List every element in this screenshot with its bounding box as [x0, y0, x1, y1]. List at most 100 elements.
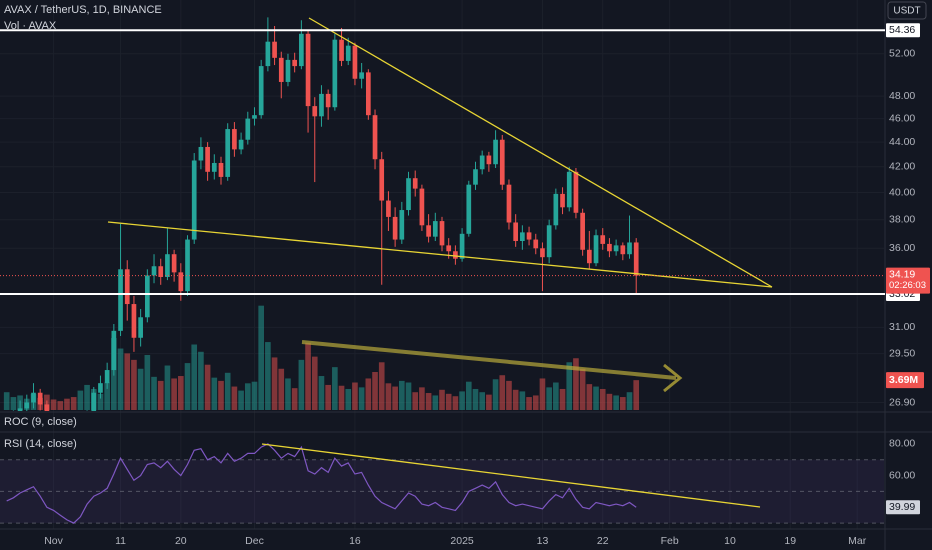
volume-bar	[553, 382, 559, 410]
candle-body	[305, 33, 311, 107]
volume-bar	[198, 351, 204, 410]
candle-body	[332, 39, 338, 108]
y-tick-label: 38.00	[889, 213, 915, 225]
candle-body	[238, 139, 244, 150]
candle-body	[171, 254, 177, 273]
rsi-layer	[0, 443, 884, 524]
candle-body	[185, 239, 190, 292]
currency-button[interactable]	[887, 1, 927, 20]
candle-body	[560, 193, 565, 208]
volume-bar	[305, 342, 311, 410]
candle-body	[479, 155, 485, 170]
candle-layer	[12, 17, 639, 411]
volume-bar	[459, 391, 465, 410]
volume-bar	[144, 355, 151, 410]
volume-bar	[365, 378, 372, 410]
candle-body	[118, 269, 123, 331]
volume-bar	[338, 385, 345, 410]
volume-bar	[291, 388, 298, 410]
volume-bar	[64, 398, 70, 410]
x-tick-label: 10	[724, 535, 736, 547]
volume-bar	[311, 356, 318, 410]
candle-body	[299, 33, 304, 67]
volume-bar	[151, 376, 157, 410]
candle-body	[446, 245, 452, 252]
candle-body	[265, 41, 271, 67]
candle-body	[37, 392, 43, 405]
candle-body	[17, 408, 23, 411]
candle-body	[138, 317, 143, 338]
volume-bar	[97, 393, 104, 410]
volume-bar	[184, 363, 191, 410]
rsi-trendline[interactable]	[261, 443, 761, 508]
volume-bar	[124, 353, 131, 410]
candle-body	[486, 155, 492, 165]
trendline[interactable]	[308, 17, 773, 288]
volume-bar	[3, 392, 10, 410]
volume-arrow[interactable]	[301, 340, 677, 380]
currency-label[interactable]: USDT	[893, 6, 920, 17]
last-price-label: 34.19	[889, 268, 915, 280]
volume-bar	[519, 391, 526, 410]
volume-bar	[191, 344, 198, 410]
countdown-label: 02:26:03	[889, 280, 926, 291]
volume-bar	[566, 362, 573, 410]
y-tick-label: 42.00	[889, 161, 915, 173]
candle-body	[412, 178, 418, 189]
volume-bar	[204, 364, 211, 410]
candle-body	[198, 146, 204, 161]
volume-bar	[271, 357, 278, 410]
candle-body	[453, 251, 458, 259]
candle-body	[506, 184, 512, 223]
volume-bar	[117, 348, 124, 410]
candle-body	[24, 402, 30, 409]
volume-bar	[131, 359, 137, 410]
candle-body	[165, 254, 170, 277]
volume-bar	[10, 397, 17, 410]
candle-body	[372, 115, 378, 160]
x-tick-label: 2025	[450, 535, 474, 547]
volume-bar	[285, 378, 291, 410]
volume-bar	[512, 389, 519, 410]
volume-bar	[385, 383, 392, 410]
candle-body	[553, 193, 559, 226]
candle-body	[131, 304, 137, 338]
volume-bar	[452, 396, 459, 410]
candle-body	[191, 160, 197, 240]
rsi-line	[6, 443, 637, 524]
volume-bar	[104, 382, 110, 410]
volume-bar	[358, 387, 365, 410]
y-tick-label: 29.50	[889, 347, 915, 359]
candle-body	[339, 39, 344, 61]
candle-body	[205, 146, 210, 172]
volume-legend: Vol · AVAX	[4, 20, 57, 32]
x-tick-label: Dec	[245, 535, 264, 547]
volume-bar	[345, 388, 352, 410]
candle-body	[607, 243, 612, 252]
volume-bar	[472, 388, 479, 410]
candle-body	[526, 232, 532, 240]
candle-body	[586, 249, 592, 264]
volume-bar	[546, 387, 552, 410]
volume-bar	[539, 378, 546, 410]
volume-bar	[352, 382, 358, 410]
candle-body	[432, 221, 438, 237]
candle-body	[218, 162, 224, 177]
volume-bar	[419, 387, 425, 410]
candle-body	[278, 57, 284, 82]
candle-body	[466, 184, 472, 234]
volume-bar	[486, 394, 492, 410]
volume-bar	[606, 393, 613, 410]
volume-bar	[278, 368, 285, 410]
candle-body	[520, 232, 525, 242]
candle-body	[211, 162, 217, 172]
trendline[interactable]	[107, 221, 773, 288]
candle-body	[104, 370, 110, 384]
volume-bar	[405, 382, 412, 410]
candle-body	[620, 245, 626, 255]
volume-bar	[84, 384, 90, 410]
volume-bar	[613, 395, 619, 410]
volume-bar	[479, 392, 485, 410]
volume-bar	[218, 380, 224, 410]
volume-bar	[238, 390, 244, 410]
